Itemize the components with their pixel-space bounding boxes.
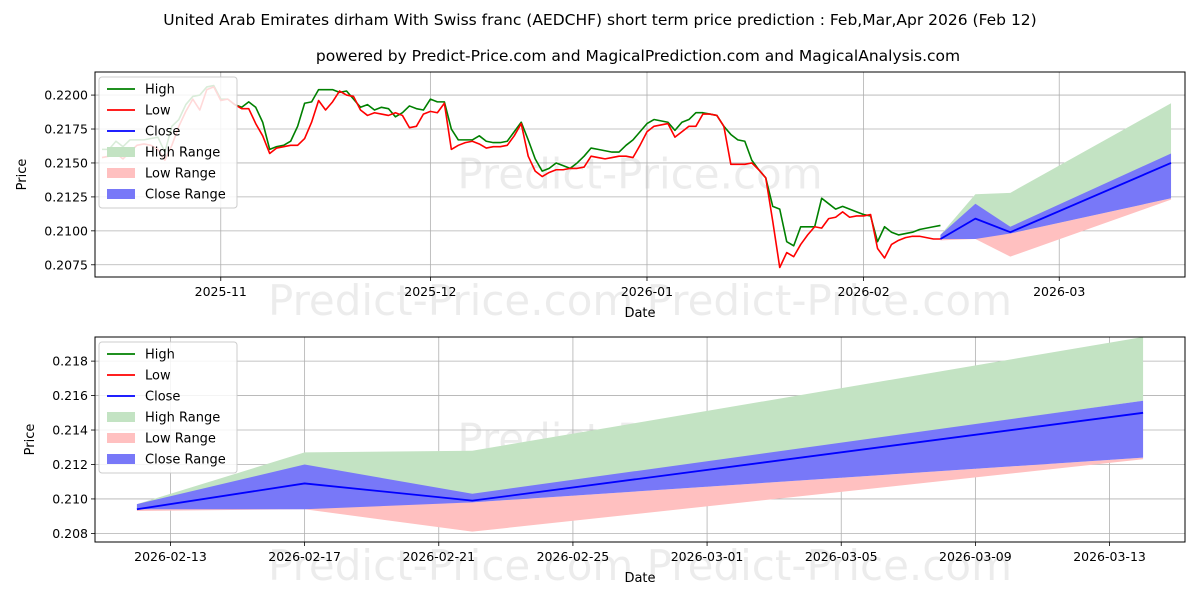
y-tick-label: 0.2150 xyxy=(44,155,88,170)
plot-frame xyxy=(94,71,1186,278)
low-series-line xyxy=(101,86,941,269)
x-axis-label: Date xyxy=(624,571,655,586)
y-tick-label: 0.2200 xyxy=(44,88,88,103)
legend-label-low: Low xyxy=(145,369,171,384)
legend-label-high: High xyxy=(145,348,175,363)
legend-label-high: High xyxy=(145,83,175,98)
legend-swatch-high-range xyxy=(107,147,135,157)
y-tick-label: 0.218 xyxy=(52,354,88,369)
legend-label-close-range: Close Range xyxy=(145,453,226,468)
x-axis-label: Date xyxy=(624,306,655,321)
close-range-band xyxy=(940,153,1172,239)
legend-label-close-range: Close Range xyxy=(145,188,226,203)
x-tick-label: 2025-12 xyxy=(404,284,456,299)
legend-label-high-range: High Range xyxy=(145,146,220,161)
high-series-line xyxy=(101,84,941,247)
x-tick-label: 2026-02 xyxy=(837,284,889,299)
y-tick-label: 0.208 xyxy=(52,526,88,541)
y-tick-label: 0.212 xyxy=(52,457,88,472)
x-tick-label: 2026-02-13 xyxy=(134,549,207,564)
y-axis-label: Price xyxy=(23,424,38,456)
y-axis-label: Price xyxy=(15,159,30,191)
watermark-text: Predict-Price.com Predict-Price.com xyxy=(268,541,1012,590)
plot-frame xyxy=(94,336,1186,543)
legend-label-close: Close xyxy=(145,125,180,140)
legend-label-low-range: Low Range xyxy=(145,432,216,447)
legend-swatch-low-range xyxy=(107,433,135,443)
y-tick-label: 0.210 xyxy=(52,491,88,506)
legend-swatch-high-range xyxy=(107,412,135,422)
low-range-band xyxy=(136,457,1144,532)
legend-label-high-range: High Range xyxy=(145,411,220,426)
legend-label-low: Low xyxy=(145,104,171,119)
x-tick-label: 2026-02-21 xyxy=(402,549,475,564)
chart-subtitle: powered by Predict-Price.com and Magical… xyxy=(316,47,960,65)
y-tick-label: 0.214 xyxy=(52,423,88,438)
high-range-band xyxy=(136,337,1144,508)
x-tick-label: 2026-02-17 xyxy=(268,549,341,564)
x-tick-label: 2026-02-25 xyxy=(537,549,610,564)
close-forecast-line xyxy=(136,411,1144,511)
x-tick-label: 2025-11 xyxy=(195,284,247,299)
y-tick-label: 0.216 xyxy=(52,388,88,403)
x-tick-label: 2026-03-05 xyxy=(805,549,878,564)
legend-label-close: Close xyxy=(145,390,180,405)
x-tick-label: 2026-03-01 xyxy=(671,549,744,564)
close-forecast-line xyxy=(939,162,1172,240)
y-tick-label: 0.2125 xyxy=(44,189,88,204)
y-tick-label: 0.2175 xyxy=(44,122,88,137)
x-tick-label: 2026-03-09 xyxy=(939,549,1012,564)
watermark-text: Predict-Price.com Predict-Price.com xyxy=(268,276,1012,325)
chart-title: United Arab Emirates dirham With Swiss f… xyxy=(163,11,1036,29)
y-tick-label: 0.2075 xyxy=(44,257,88,272)
legend-swatch-close-range xyxy=(107,454,135,464)
y-tick-label: 0.2100 xyxy=(44,223,88,238)
low-range-band xyxy=(940,198,1172,257)
legend-label-low-range: Low Range xyxy=(145,167,216,182)
legend-swatch-close-range xyxy=(107,189,135,199)
x-tick-label: 2026-03-13 xyxy=(1073,549,1146,564)
x-tick-label: 2026-01 xyxy=(621,284,673,299)
legend-swatch-low-range xyxy=(107,168,135,178)
x-tick-label: 2026-03 xyxy=(1033,284,1085,299)
close-range-band xyxy=(136,400,1144,510)
